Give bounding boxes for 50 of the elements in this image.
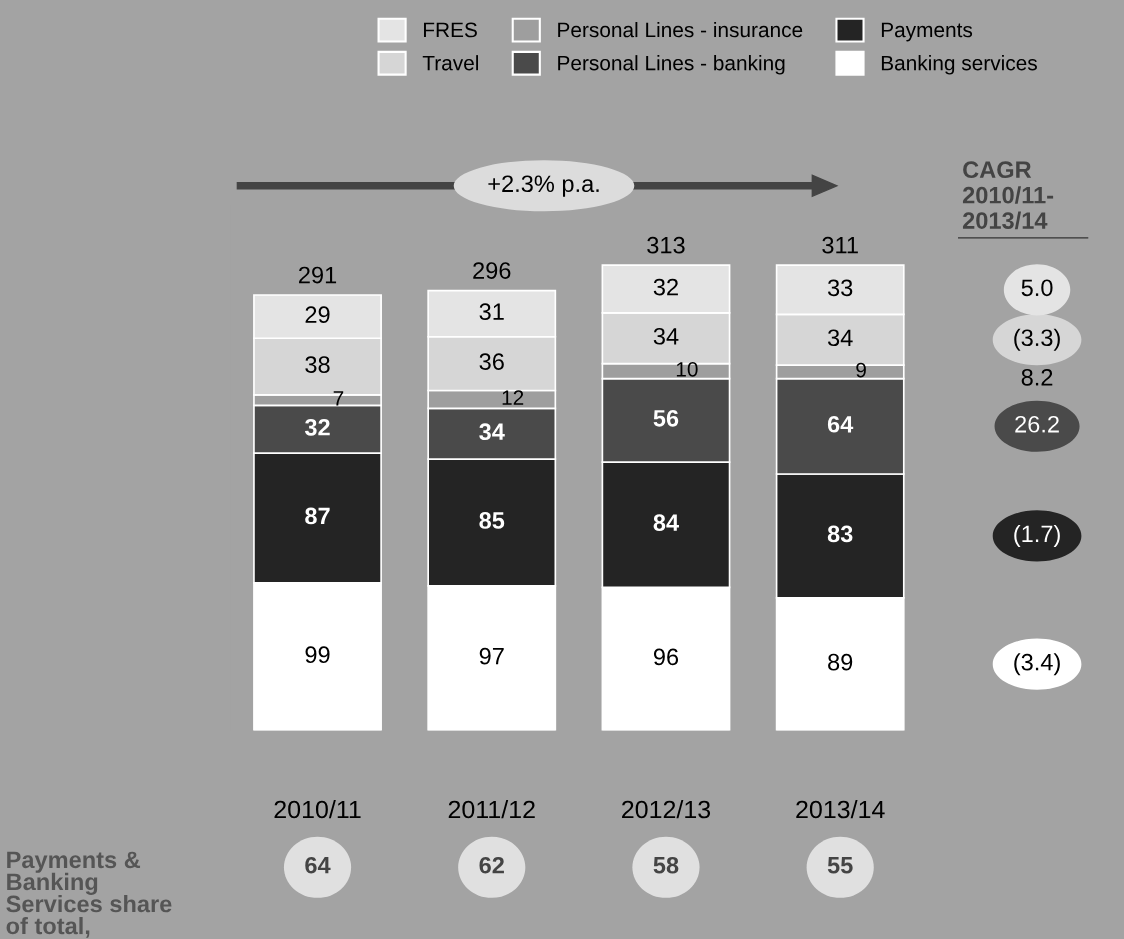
data-label: 12: [502, 390, 524, 405]
data-label: 36: [479, 353, 504, 370]
data-label: 31: [479, 303, 504, 321]
text: CAGR 2010/11- 2013/14: [962, 161, 1054, 230]
data-label: 32: [304, 418, 330, 436]
data-label: 96: [653, 648, 679, 666]
data-label: 89: [828, 653, 853, 671]
data-label: 84: [653, 514, 679, 532]
data-label: 34: [653, 327, 679, 345]
legend-label: FRES: [424, 22, 477, 38]
data-label: 38: [305, 356, 330, 373]
text: 58: [653, 856, 679, 874]
data-label: 34: [827, 329, 853, 347]
data-label: 99: [305, 646, 330, 664]
data-label: 9: [856, 362, 866, 378]
data-label: 83: [827, 525, 853, 543]
data-label: 32: [653, 278, 678, 296]
data-label: 85: [479, 512, 505, 529]
text: 26.2: [1015, 415, 1059, 433]
text: 5.0: [1021, 279, 1053, 297]
legend-label: Payments: [881, 22, 973, 42]
text: 55: [827, 857, 853, 874]
data-label: 87: [305, 507, 330, 525]
data-label: 10: [676, 361, 698, 377]
text: 62: [479, 856, 504, 874]
text: (3.4): [1014, 653, 1060, 676]
legend-label: Travel: [422, 55, 479, 71]
data-label: 97: [479, 647, 504, 665]
legend-label: Personal Lines - insurance: [558, 21, 803, 38]
total-label: 313: [647, 236, 685, 254]
total-label: 291: [299, 266, 337, 284]
total-label: 296: [473, 262, 511, 279]
text: (1.7): [1014, 524, 1060, 547]
x-tick-label: 2011/12: [448, 799, 535, 819]
data-label: 29: [305, 306, 330, 323]
legend-label: Personal Lines - banking: [558, 55, 785, 75]
x-tick-label: 2012/13: [622, 799, 711, 819]
data-label: 34: [479, 423, 505, 441]
x-tick-label: 2010/11: [274, 799, 361, 819]
text: Payments & Banking Services share of total,: [6, 851, 172, 938]
data-label: 56: [653, 409, 679, 427]
text: +2.3% p.a.: [488, 175, 599, 197]
legend-label: Banking services: [881, 55, 1037, 75]
data-label: 33: [827, 279, 853, 297]
text: 8.2: [1021, 368, 1053, 386]
data-label: 64: [827, 415, 854, 433]
total-label: 311: [822, 236, 858, 254]
x-tick-label: 2013/14: [796, 799, 885, 819]
text: (3.3): [1014, 328, 1060, 351]
text: 64: [305, 856, 331, 874]
